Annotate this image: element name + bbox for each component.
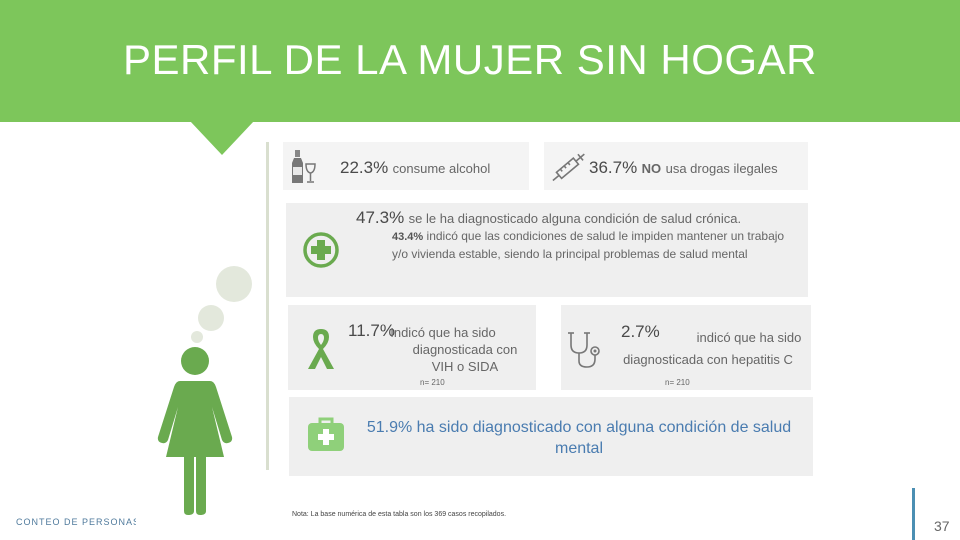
drugs-card: 36.7% NO usa drogas ilegales <box>544 142 808 190</box>
bottle-glass-icon <box>292 150 316 183</box>
syringe-icon <box>552 153 585 182</box>
mental-health-card: 51.9% ha sido diagnosticado con alguna c… <box>289 397 813 476</box>
medical-cross-icon <box>303 232 339 268</box>
hepatitis-sample-size: n= 210 <box>665 378 690 387</box>
footer-label: CONTEO DE PERSONAS <box>16 517 136 527</box>
drugs-text: 36.7% NO usa drogas ilegales <box>589 158 778 177</box>
hiv-text: Indicó que ha sido diagnosticada con VIH… <box>390 325 518 374</box>
hiv-card: 11.7% Indicó que ha sido diagnosticada c… <box>288 305 536 390</box>
woman-figure-icon <box>157 347 233 515</box>
hiv-sample-size: n= 210 <box>420 378 445 387</box>
thought-bubble-large <box>216 266 252 302</box>
header-pointer <box>190 121 254 155</box>
hepatitis-card: 2.7% indicó que ha sido diagnosticada co… <box>561 305 811 390</box>
page-number: 37 <box>934 518 950 534</box>
divider-line <box>266 142 269 470</box>
awareness-ribbon-icon <box>308 329 334 369</box>
footnote: Nota: La base numérica de esta tabla son… <box>292 511 507 518</box>
first-aid-kit-icon <box>308 417 344 451</box>
chronic-condition-card: 47.3% se le ha diagnosticado alguna cond… <box>286 203 808 297</box>
stethoscope-icon <box>568 332 600 368</box>
chronic-main-text: 47.3% se le ha diagnosticado alguna cond… <box>356 208 742 227</box>
mental-health-text: 51.9% ha sido diagnosticado con alguna c… <box>366 419 792 457</box>
hepatitis-text: indicó que ha sido diagnosticada con hep… <box>623 330 802 367</box>
page-title: PERFIL DE LA MUJER SIN HOGAR <box>123 36 817 83</box>
thought-bubble-small <box>191 331 203 343</box>
chronic-sub-text: 43.4% indicó que las condiciones de salu… <box>392 229 785 261</box>
hiv-pct-line: 11.7% <box>348 321 395 340</box>
alcohol-card: 22.3% consume alcohol <box>283 142 529 190</box>
hepatitis-pct-line: 2.7% <box>621 322 660 341</box>
page-number-bar <box>912 488 915 540</box>
header-banner <box>0 0 960 122</box>
alcohol-text: 22.3% consume alcohol <box>340 158 491 177</box>
thought-bubble-medium <box>198 305 224 331</box>
